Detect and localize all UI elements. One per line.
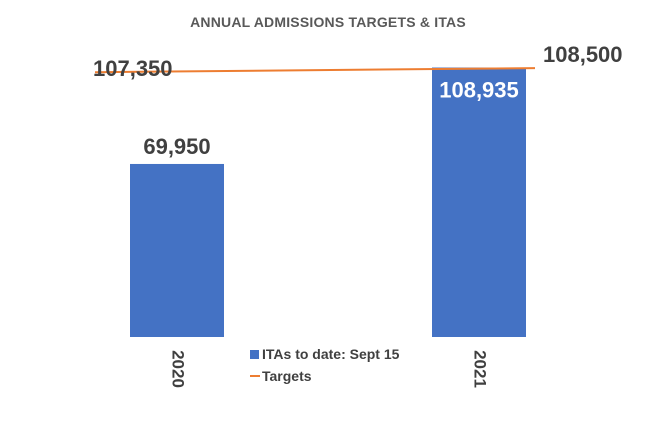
target-value-label-2021: 108,500: [543, 42, 623, 67]
legend-swatch-targets: [250, 375, 260, 377]
bar-value-label-2020: 69,950: [143, 134, 210, 159]
target-line-layer: [94, 67, 536, 74]
chart-title: ANNUAL ADMISSIONS TARGETS & ITAS: [190, 14, 466, 30]
legend-swatch-itas: [250, 349, 259, 359]
target-value-label-2020: 107,350: [93, 56, 173, 81]
bar-value-label-2021: 108,935: [439, 78, 519, 103]
x-tick-label-2020: 2020: [169, 350, 188, 388]
legend-item-itas: ITAs to date: Sept 15: [250, 343, 399, 365]
labels-layer: 69,950 108,935 107,350 108,500: [93, 42, 623, 159]
x-tick-labels: 2020 2021: [169, 350, 490, 388]
bars-layer: [130, 67, 526, 338]
legend-label-itas: ITAs to date: Sept 15: [262, 346, 400, 362]
legend: ITAs to date: Sept 15 Targets: [250, 343, 399, 387]
legend-label-targets: Targets: [262, 368, 312, 384]
bar-2021: [432, 67, 526, 338]
bar-2020: [130, 163, 224, 337]
legend-item-targets: Targets: [250, 365, 399, 387]
target-line: [94, 67, 536, 74]
x-tick-label-2021: 2021: [471, 350, 490, 388]
